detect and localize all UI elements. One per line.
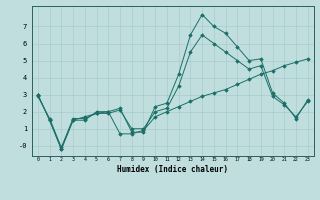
X-axis label: Humidex (Indice chaleur): Humidex (Indice chaleur) bbox=[117, 165, 228, 174]
